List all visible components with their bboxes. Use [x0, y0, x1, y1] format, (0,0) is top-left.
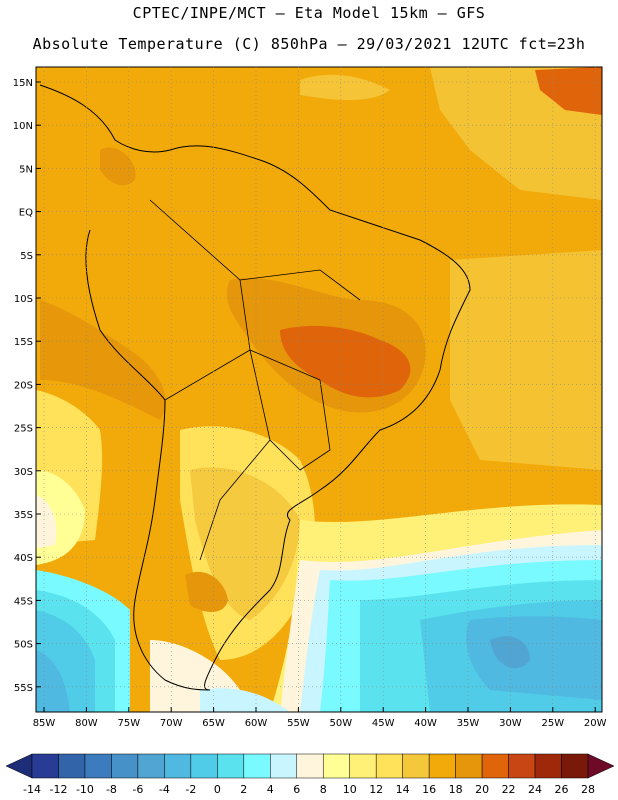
colorbar-swatch	[481, 753, 509, 779]
lat-tick-label: 40S	[14, 553, 33, 564]
colorbar-label: -10	[76, 783, 94, 796]
colorbar-swatch	[349, 753, 377, 779]
colorbar-label: -6	[132, 783, 143, 796]
lat-tick-label: 35S	[14, 510, 33, 521]
colorbar-swatch	[402, 753, 430, 779]
coastlines	[39, 84, 471, 691]
colorbar-label: 14	[396, 783, 410, 796]
colorbar-label: -14	[23, 783, 41, 796]
colorbar: -14 -12 -10 -8 -6 -4 -2 0 2 4 6 8 10 12 14 16 18 20 22 24 26…	[5, 753, 615, 796]
colorbar-swatch	[561, 753, 589, 779]
lon-tick-label: 80W	[75, 718, 98, 729]
lat-tick-label: 45S	[14, 596, 33, 607]
lon-tick-label: 45W	[372, 718, 395, 729]
lon-tick-label: 75W	[117, 718, 140, 729]
colorbar-swatch	[322, 753, 350, 779]
colorbar-label: 16	[422, 783, 436, 796]
colorbar-swatch	[455, 753, 483, 779]
lon-tick-label: 25W	[541, 718, 564, 729]
title-line-2: Absolute Temperature (C) 850hPa – 29/03/…	[32, 35, 586, 53]
lon-tick-label: 55W	[287, 718, 310, 729]
lat-tick-label: 55S	[14, 683, 33, 694]
lat-tick-label: 15S	[14, 337, 33, 348]
lon-tick-label: 50W	[329, 718, 352, 729]
colorbar-label: 10	[343, 783, 357, 796]
colorbar-label: 24	[528, 783, 542, 796]
colorbar-label: 2	[240, 783, 247, 796]
colorbar-label: -2	[185, 783, 196, 796]
colorbar-label: 20	[475, 783, 489, 796]
colorbar-swatch	[296, 753, 324, 779]
lon-tick-label: 65W	[202, 718, 225, 729]
colorbar-label: 12	[369, 783, 383, 796]
colorbar-swatch	[217, 753, 245, 779]
lon-tick-label: 85W	[33, 718, 56, 729]
colorbar-swatch	[534, 753, 562, 779]
east-coast	[39, 84, 471, 691]
lat-tick-label: 15N	[13, 78, 33, 89]
lat-tick-label: 20S	[14, 380, 33, 391]
colorbar-swatch	[84, 753, 112, 779]
colorbar-swatch	[31, 753, 59, 779]
lat-tick-label: 10S	[14, 294, 33, 305]
lon-tick-label: 35W	[457, 718, 480, 729]
lat-tick-label: 5S	[20, 251, 33, 262]
colorbar-label: 18	[449, 783, 463, 796]
lat-tick-label: 50S	[14, 640, 33, 651]
latitude-axis: 15N 10N 5N EQ 5S 10S 15S 20S 25S 30S 35S 40S 45S 50S 5…	[13, 78, 41, 694]
map-frame	[35, 66, 603, 713]
colorbar-high-arrow	[587, 753, 615, 779]
colorbar-label: 4	[267, 783, 274, 796]
colorbar-swatch	[243, 753, 271, 779]
longitude-axis: 85W 80W 75W 70W 65W 60W 55W 50W 45W 40W 35W 30W 25W 2…	[33, 707, 607, 729]
colorbar-swatch	[111, 753, 139, 779]
west-coast	[85, 229, 211, 691]
colorbar-label: -8	[106, 783, 117, 796]
colorbar-label: 28	[581, 783, 595, 796]
colorbar-low-arrow	[5, 753, 33, 779]
colorbar-swatch	[164, 753, 192, 779]
colorbar-swatch	[508, 753, 536, 779]
lon-tick-label: 70W	[160, 718, 183, 729]
lon-tick-label: 40W	[414, 718, 437, 729]
colorbar-label: 22	[502, 783, 516, 796]
colorbar-swatch	[428, 753, 456, 779]
colorbar-swatch	[270, 753, 298, 779]
lat-tick-label: 10N	[13, 121, 33, 132]
colorbar-swatch	[375, 753, 403, 779]
colorbar-label: 0	[214, 783, 221, 796]
colorbar-label: -4	[159, 783, 170, 796]
lat-tick-label: 30S	[14, 467, 33, 478]
title-line-1: CPTEC/INPE/MCT – Eta Model 15km – GFS	[132, 4, 486, 22]
map-field	[36, 67, 602, 712]
lat-tick-label: 5N	[19, 164, 33, 175]
lat-tick-label: 25S	[14, 424, 33, 435]
lat-tick-label: EQ	[19, 208, 33, 219]
colorbar-swatch	[58, 753, 86, 779]
colorbar-label: -12	[49, 783, 67, 796]
colorbar-swatch	[190, 753, 218, 779]
country-borders	[149, 199, 361, 561]
colorbar-swatch	[137, 753, 165, 779]
colorbar-label: 26	[555, 783, 569, 796]
colorbar-label: 8	[320, 783, 327, 796]
lon-tick-label: 30W	[499, 718, 522, 729]
lon-tick-label: 60W	[245, 718, 268, 729]
colorbar-label: 6	[293, 783, 300, 796]
lon-tick-label: 20W	[584, 718, 607, 729]
